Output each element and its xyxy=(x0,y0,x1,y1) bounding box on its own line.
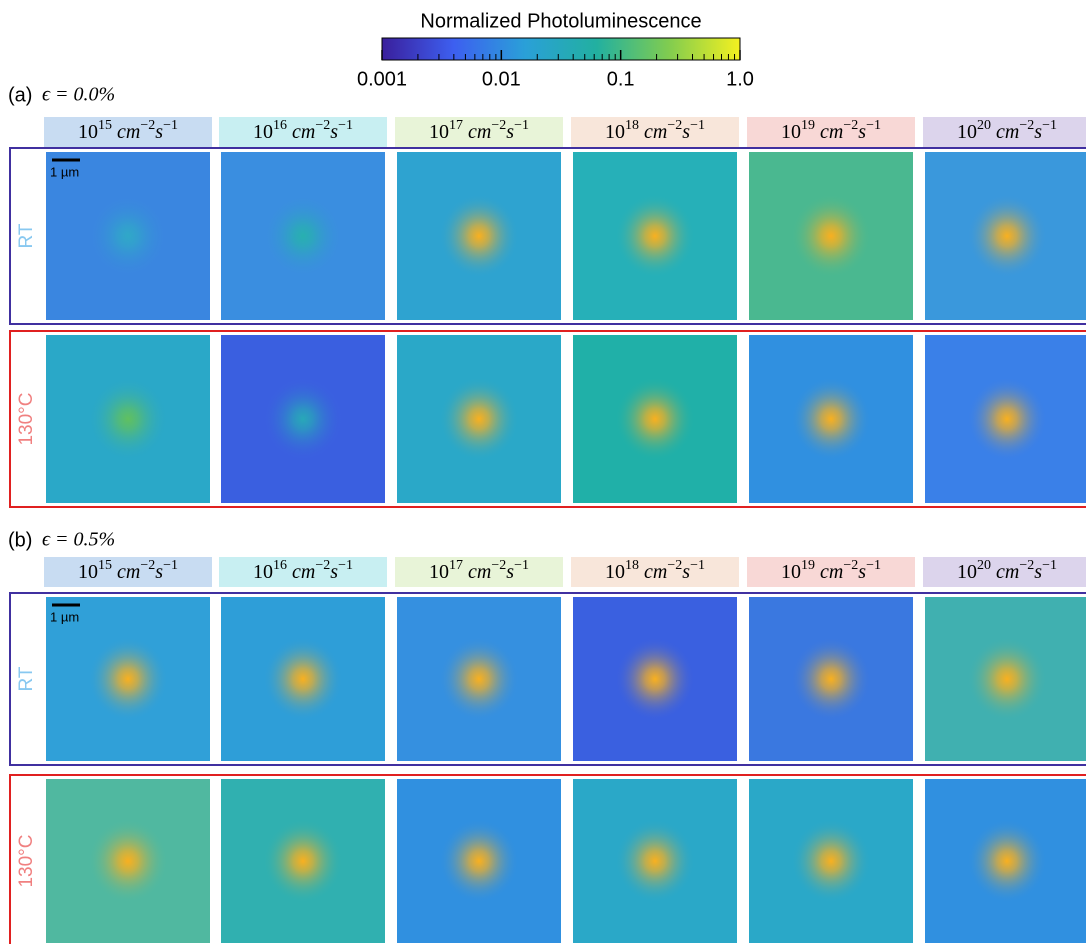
column-header xyxy=(44,117,212,147)
pl-spot xyxy=(263,819,343,903)
panel-label: (a) xyxy=(8,84,32,106)
flux-label: 1020 cm−2s−1 xyxy=(957,118,1057,142)
scale-bar-label: 1 µm xyxy=(50,164,79,179)
colorbar-title: Normalized Photoluminescence xyxy=(420,10,701,32)
pl-spot xyxy=(439,377,519,461)
flux-label: 1016 cm−2s−1 xyxy=(253,118,353,142)
flux-label: 1016 cm−2s−1 xyxy=(253,558,353,582)
pl-spot xyxy=(439,819,519,903)
pl-spot xyxy=(791,194,871,278)
column-header xyxy=(571,117,739,147)
pl-spot xyxy=(263,194,343,278)
column-header xyxy=(747,117,915,147)
column-header xyxy=(747,557,915,587)
column-header xyxy=(219,117,387,147)
colorbar-tick-label: 0.01 xyxy=(482,68,521,90)
flux-label: 1017 cm−2s−1 xyxy=(429,118,529,142)
row-label: 130°C xyxy=(16,392,37,445)
pl-spot xyxy=(263,377,343,461)
column-header xyxy=(395,117,563,147)
pl-spot xyxy=(88,819,168,903)
colorbar-tick-label: 0.1 xyxy=(607,68,635,90)
column-header xyxy=(571,557,739,587)
pl-spot xyxy=(967,637,1047,721)
row-frame xyxy=(9,147,1086,325)
row-label: 130°C xyxy=(16,834,37,887)
colorbar xyxy=(381,37,741,61)
pl-spot xyxy=(791,637,871,721)
flux-label: 1019 cm−2s−1 xyxy=(781,558,881,582)
flux-label: 1015 cm−2s−1 xyxy=(78,558,178,582)
colorbar-tick-label: 0.001 xyxy=(357,68,407,90)
strain-label: ϵ = 0.0% xyxy=(42,84,115,106)
scale-bar-label: 1 µm xyxy=(50,609,79,624)
column-header xyxy=(923,117,1086,147)
pl-spot xyxy=(88,637,168,721)
pl-spot xyxy=(439,194,519,278)
pl-spot xyxy=(967,194,1047,278)
flux-label: 1017 cm−2s−1 xyxy=(429,558,529,582)
pl-spot xyxy=(967,377,1047,461)
colorbar-tick-label: 1.0 xyxy=(726,68,754,90)
column-header xyxy=(395,557,563,587)
row-label: RT xyxy=(16,223,37,248)
flux-label: 1018 cm−2s−1 xyxy=(605,558,705,582)
column-header xyxy=(219,557,387,587)
pl-spot xyxy=(615,637,695,721)
pl-spot xyxy=(615,377,695,461)
row-label: RT xyxy=(16,666,37,691)
row-frame xyxy=(9,330,1086,508)
pl-spot xyxy=(615,819,695,903)
pl-spot xyxy=(791,377,871,461)
row-frame xyxy=(9,774,1086,944)
pl-spot xyxy=(263,637,343,721)
flux-label: 1018 cm−2s−1 xyxy=(605,118,705,142)
pl-spot xyxy=(88,377,168,461)
pl-spot xyxy=(967,819,1047,903)
row-frame xyxy=(9,592,1086,766)
pl-spot xyxy=(439,637,519,721)
flux-label: 1015 cm−2s−1 xyxy=(78,118,178,142)
pl-spot xyxy=(615,194,695,278)
flux-label: 1020 cm−2s−1 xyxy=(957,558,1057,582)
strain-label: ϵ = 0.5% xyxy=(42,529,115,551)
column-header xyxy=(44,557,212,587)
panel-label: (b) xyxy=(8,529,32,551)
pl-spot xyxy=(88,194,168,278)
column-header xyxy=(923,557,1086,587)
flux-label: 1019 cm−2s−1 xyxy=(781,118,881,142)
pl-spot xyxy=(791,819,871,903)
